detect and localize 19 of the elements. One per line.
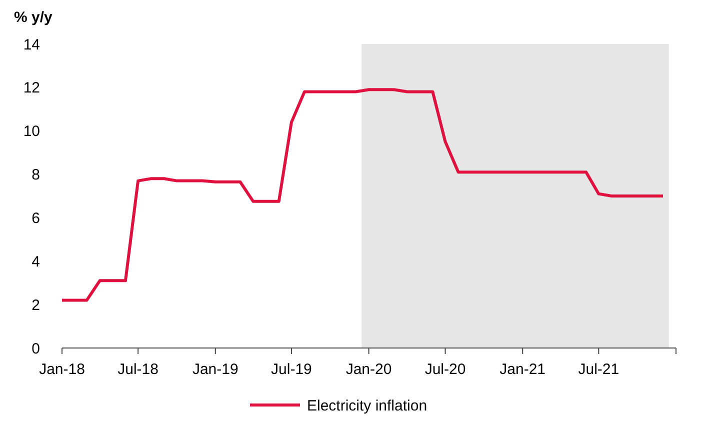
x-tick-label: Jan-19	[192, 361, 238, 378]
y-tick-label: 4	[32, 253, 40, 270]
y-tick-label: 12	[23, 80, 40, 97]
x-tick-label: Jan-21	[500, 361, 546, 378]
y-tick-label: 6	[32, 210, 40, 227]
x-tick-label: Jul-21	[578, 361, 620, 378]
y-tick-label: 2	[32, 296, 40, 314]
y-tick-label: 14	[23, 36, 40, 54]
y-tick-label: 8	[32, 166, 40, 184]
y-tick-label: 0	[32, 340, 40, 358]
x-tick-label: Jul-18	[118, 361, 158, 378]
line-series	[60, 88, 664, 302]
x-tick-label: Jan-20	[346, 361, 392, 378]
x-tick-label: Jan-18	[39, 361, 85, 378]
y-axis-title: % y/y	[14, 9, 54, 26]
x-tick-label: Jul-20	[424, 361, 466, 378]
legend-label: Electricity inflation	[307, 397, 428, 414]
y-tick-label: 10	[23, 123, 40, 140]
x-tick-label: Jul-19	[271, 361, 312, 378]
